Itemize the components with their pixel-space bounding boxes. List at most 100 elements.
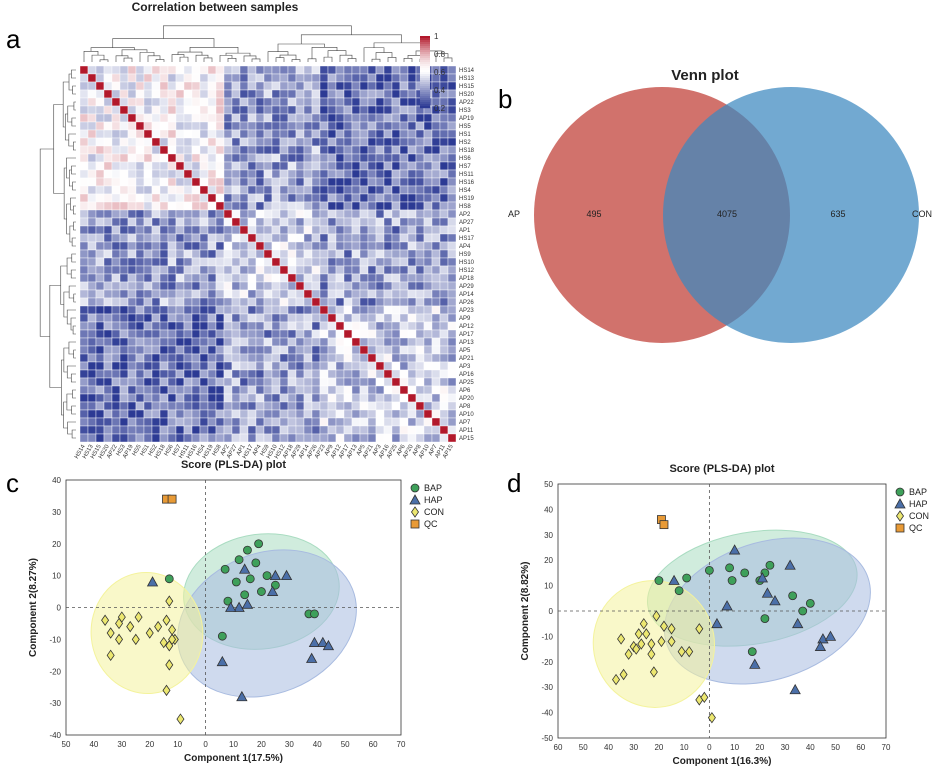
heatmap-cell <box>95 361 105 371</box>
heatmap-cell <box>247 97 257 107</box>
heatmap-cell <box>95 305 105 315</box>
heatmap-cell <box>375 105 385 115</box>
heatmap-cell <box>351 153 361 163</box>
heatmap-cell <box>119 401 129 411</box>
heatmap-cell <box>95 393 105 403</box>
dendrogram-branch <box>307 58 317 62</box>
heatmap-cell <box>119 233 129 243</box>
heatmap-cell <box>263 113 273 123</box>
heatmap-cell <box>375 297 385 307</box>
heatmap-cell <box>439 305 449 315</box>
heatmap-cell <box>239 65 249 75</box>
heatmap-cell <box>335 329 345 339</box>
heatmap-cell <box>367 353 377 363</box>
heatmap-cell <box>111 177 121 187</box>
heatmap-cell <box>367 137 377 147</box>
heatmap-cell <box>151 113 161 123</box>
heatmap-cell <box>303 185 313 195</box>
heatmap-cell <box>247 345 257 355</box>
heatmap-cell <box>431 289 441 299</box>
heatmap-cell <box>167 177 177 187</box>
heatmap-cell <box>87 225 97 235</box>
heatmap-cell <box>311 281 321 291</box>
heatmap-cell <box>391 113 401 123</box>
heatmap-cell <box>199 97 209 107</box>
heatmap-cell <box>191 289 201 299</box>
heatmap-cell <box>383 297 393 307</box>
heatmap-cell <box>375 241 385 251</box>
heatmap-cell <box>87 369 97 379</box>
heatmap-cell <box>407 153 417 163</box>
heatmap-cell <box>295 129 305 139</box>
heatmap-cell <box>375 369 385 379</box>
heatmap-cell <box>415 201 425 211</box>
heatmap-cell <box>311 377 321 387</box>
heatmap-cell <box>231 145 241 155</box>
point-con <box>667 623 676 635</box>
heatmap-cell <box>407 337 417 347</box>
heatmap-cell <box>447 161 457 171</box>
heatmap-cell <box>95 337 105 347</box>
heatmap-cell <box>343 393 353 403</box>
colorbar-segment <box>420 88 430 91</box>
heatmap-cell <box>399 385 409 395</box>
heatmap-cell <box>367 385 377 395</box>
heatmap-cell <box>191 97 201 107</box>
heatmap-cell <box>359 249 369 259</box>
heatmap-cell <box>343 169 353 179</box>
heatmap-cell <box>183 241 193 251</box>
heatmap-cell <box>207 233 217 243</box>
heatmap-cell <box>383 361 393 371</box>
heatmap-cell <box>143 89 153 99</box>
point-con <box>162 684 171 697</box>
heatmap-cell <box>319 265 329 275</box>
heatmap-cell <box>159 393 169 403</box>
heatmap-cell <box>255 201 265 211</box>
dendrogram-branch <box>121 49 148 56</box>
dendrogram-branch <box>73 349 76 359</box>
heatmap-cell <box>247 233 257 243</box>
heatmap-cell <box>135 145 145 155</box>
heatmap-cell <box>359 97 369 107</box>
heatmap-cell <box>87 329 97 339</box>
heatmap-cell <box>311 273 321 283</box>
heatmap-cell <box>311 169 321 179</box>
heatmap-cell <box>391 89 401 99</box>
point-hap <box>761 587 774 598</box>
heatmap-cell <box>303 433 313 443</box>
heatmap-cell <box>359 121 369 131</box>
heatmap-cell <box>231 233 241 243</box>
point-con <box>685 645 694 658</box>
heatmap-cell <box>175 281 185 291</box>
heatmap-cell <box>383 209 393 219</box>
dendrogram-branch <box>291 59 301 62</box>
heatmap-row-label: HS11 <box>459 172 474 178</box>
heatmap-cell <box>143 425 153 435</box>
heatmap-cell <box>343 233 353 243</box>
colorbar-segment <box>420 100 430 103</box>
heatmap-cell <box>391 345 401 355</box>
dendrogram-branch <box>347 58 357 62</box>
heatmap-cell <box>239 257 249 267</box>
heatmap-cell <box>263 353 273 363</box>
heatmap-cell <box>231 353 241 363</box>
heatmap-cell <box>439 161 449 171</box>
heatmap-cell <box>367 193 377 203</box>
heatmap-cell <box>263 185 273 195</box>
heatmap-cell <box>95 185 105 195</box>
heatmap-row-label: AP5 <box>459 348 471 354</box>
heatmap-cell <box>255 273 265 283</box>
heatmap-cell <box>319 137 329 147</box>
heatmap-cell <box>87 265 97 275</box>
heatmap-cell <box>311 337 321 347</box>
heatmap-cell <box>263 249 273 259</box>
heatmap-cell <box>183 225 193 235</box>
heatmap-cell <box>119 105 129 115</box>
heatmap-row-label: HS7 <box>459 164 471 170</box>
heatmap-cell <box>423 145 433 155</box>
heatmap-cell <box>95 209 105 219</box>
heatmap-cell <box>143 361 153 371</box>
heatmap-cell <box>87 121 97 131</box>
heatmap-cell <box>247 129 257 139</box>
